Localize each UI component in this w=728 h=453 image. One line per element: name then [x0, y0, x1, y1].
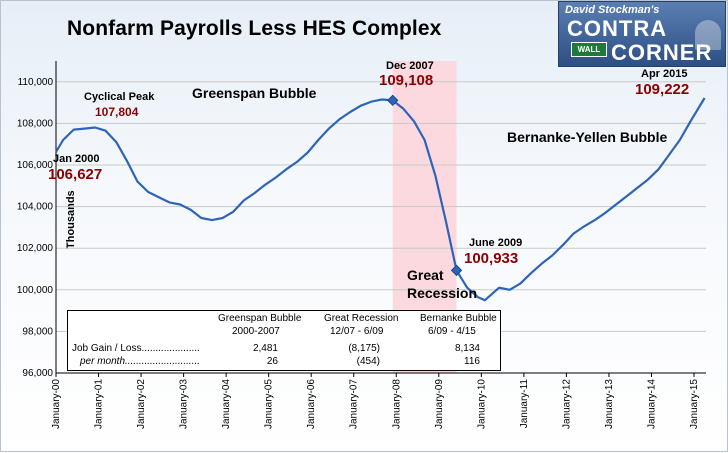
- june2009-value: 100,933: [464, 250, 519, 267]
- table-cell: 116: [464, 356, 480, 367]
- bernanke-yellen-label: Bernanke-Yellen Bubble: [507, 129, 668, 145]
- x-tick-label: January-06: [306, 379, 317, 429]
- table-header-bernanke: Bernanke Bubble: [420, 313, 497, 324]
- y-tick-label: 96,000: [22, 368, 53, 379]
- y-tick-label: 104,000: [17, 202, 54, 213]
- logo-line2: CORNER: [611, 40, 713, 65]
- x-tick-label: January-15: [689, 379, 700, 429]
- payrolls-series-line: [55, 97, 706, 302]
- x-tick-label: January-04: [221, 379, 232, 429]
- table-cell: (454): [356, 356, 380, 367]
- cyclical-peak-label: Cyclical Peak: [84, 91, 155, 103]
- jan2000-label: Jan 2000: [53, 153, 100, 165]
- recession-label-line1: Great: [407, 267, 444, 283]
- table-row-label: per month...........................: [80, 356, 201, 367]
- table-cell: (8,175): [348, 343, 380, 354]
- wall-street-sign-icon: WALL: [571, 42, 607, 57]
- x-tick-label: January-13: [604, 379, 615, 429]
- x-tick-label: January-14: [646, 379, 657, 429]
- y-tick-label: 110,000: [18, 77, 54, 88]
- dec2007-label: Dec 2007: [386, 60, 434, 72]
- jan2000-value: 106,627: [48, 166, 103, 183]
- x-tick-label: January-10: [476, 379, 487, 429]
- logo-top-text: David Stockman's: [565, 4, 660, 16]
- x-tick-label: January-00: [51, 379, 62, 429]
- y-tick-label: 108,000: [17, 118, 54, 129]
- table-header-recession: Great Recession: [324, 313, 399, 324]
- table-header-recession-dates: 12/07 - 6/09: [330, 326, 384, 337]
- table-cell: 8,134: [454, 343, 480, 354]
- table-header-greenspan: Greenspan Bubble: [218, 313, 302, 324]
- x-tick-label: January-05: [264, 379, 275, 429]
- y-tick-label: 106,000: [17, 160, 54, 171]
- table-header-greenspan-dates: 2000-2007: [232, 326, 280, 337]
- x-tick-label: January-07: [349, 379, 360, 429]
- table-cell: 26: [266, 356, 278, 367]
- table-cell: 2,481: [252, 343, 278, 354]
- table-row-label: Job Gain / Loss.....................: [72, 343, 200, 354]
- apr2015-label: Apr 2015: [641, 68, 688, 80]
- y-tick-label: 100,000: [17, 285, 54, 296]
- june2009-label: June 2009: [469, 237, 523, 249]
- x-tick-label: January-03: [179, 379, 190, 429]
- dec2007-value: 109,108: [379, 72, 434, 89]
- table-header-bernanke-dates: 6/09 - 4/15: [428, 326, 476, 337]
- greenspan-bubble-label: Greenspan Bubble: [192, 85, 317, 101]
- data-point-marker: [387, 94, 399, 107]
- capitol-dome-icon: [695, 20, 721, 50]
- chart-title: Nonfarm Payrolls Less HES Complex: [67, 17, 442, 40]
- x-tick-label: January-09: [434, 379, 445, 429]
- x-tick-label: January-01: [94, 379, 105, 429]
- y-tick-label: 98,000: [22, 326, 53, 337]
- y-tick-label: 102,000: [17, 243, 54, 254]
- cyclical-peak-value: 107,804: [95, 105, 139, 119]
- summary-table: Greenspan Bubble 2000-2007 Great Recessi…: [67, 310, 501, 371]
- apr2015-value: 109,222: [635, 81, 690, 98]
- contra-corner-logo: David Stockman's CONTRA WALL CORNER: [558, 1, 726, 67]
- x-tick-label: January-02: [136, 379, 147, 429]
- data-point-marker: [450, 264, 463, 277]
- x-tick-label: January-12: [561, 379, 572, 429]
- logo-line1: CONTRA: [567, 16, 668, 41]
- x-tick-label: January-08: [391, 379, 402, 429]
- x-tick-label: January-11: [519, 379, 530, 429]
- recession-label-line2: Recession: [407, 285, 478, 301]
